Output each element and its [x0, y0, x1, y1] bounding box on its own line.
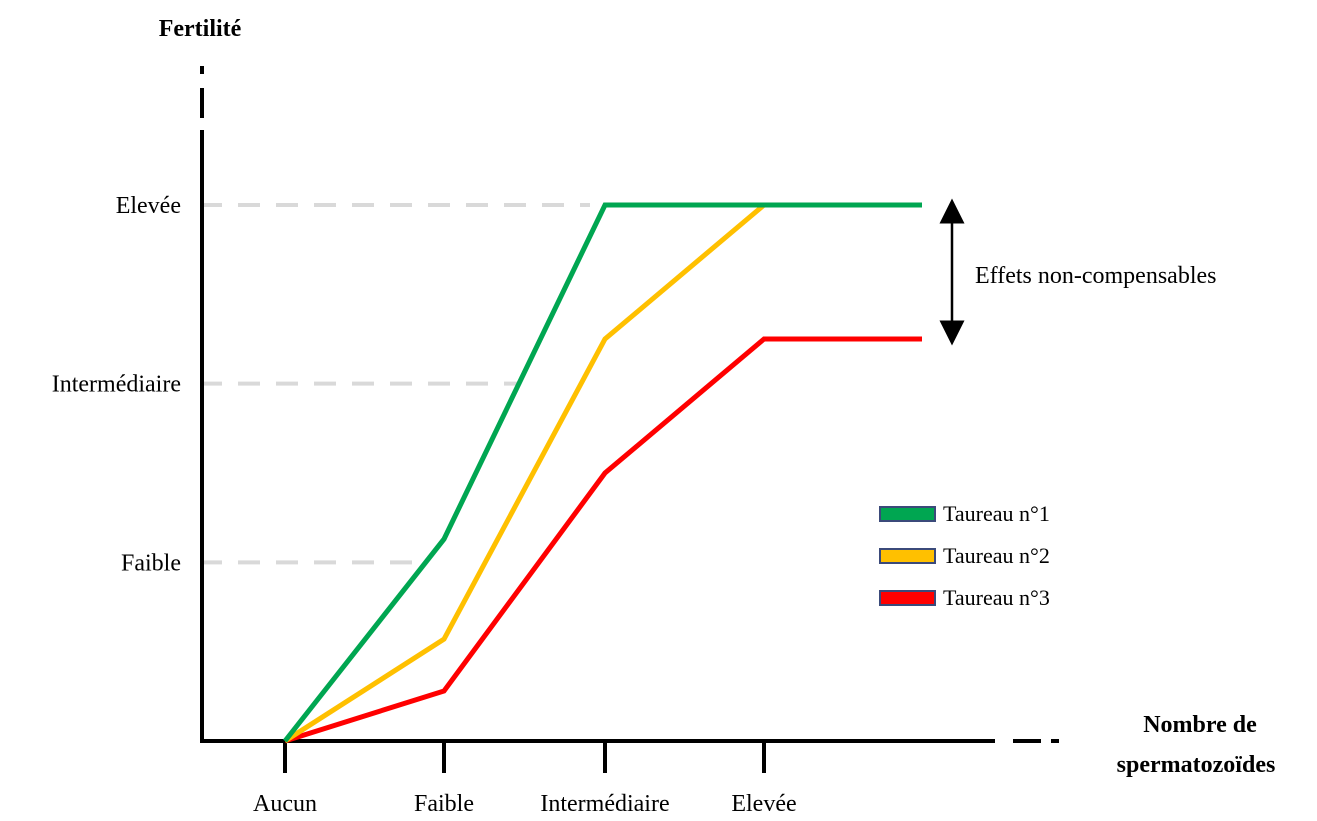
- legend-swatch: [879, 506, 936, 522]
- x-axis-title-line-2: spermatozoïdes: [1117, 752, 1276, 778]
- series-line: [284, 336, 922, 744]
- axes: [200, 66, 1059, 743]
- y-level-label: Faible: [121, 550, 181, 576]
- series-line: [283, 202, 922, 743]
- annotation-label: Effets non-compensables: [975, 263, 1217, 289]
- guide-lines: [200, 203, 590, 565]
- legend: Taureau n°1 Taureau n°2 Taureau n°3: [879, 501, 1050, 610]
- y-level-label: Elevée: [116, 193, 181, 219]
- x-ticks: Aucun Faible Intermédiaire Elevée: [253, 741, 797, 817]
- series-lines: [283, 202, 922, 744]
- annotation: Effets non-compensables: [939, 198, 1217, 346]
- legend-label: Taureau n°3: [943, 585, 1050, 610]
- x-tick-label: Faible: [414, 791, 474, 816]
- legend-swatch: [879, 548, 936, 564]
- legend-label: Taureau n°2: [943, 543, 1050, 568]
- y-axis-title: Fertilité: [159, 16, 242, 42]
- legend-swatch: [879, 590, 936, 606]
- x-tick-label: Intermédiaire: [540, 791, 669, 816]
- y-level-label: Intermédiaire: [52, 372, 181, 398]
- x-axis-title-line-1: Nombre de: [1143, 712, 1257, 738]
- y-level-labels: Faible Intermédiaire Elevée: [52, 193, 181, 576]
- x-tick-label: Elevée: [731, 791, 796, 816]
- x-tick-label: Aucun: [253, 791, 317, 816]
- legend-label: Taureau n°1: [943, 501, 1050, 526]
